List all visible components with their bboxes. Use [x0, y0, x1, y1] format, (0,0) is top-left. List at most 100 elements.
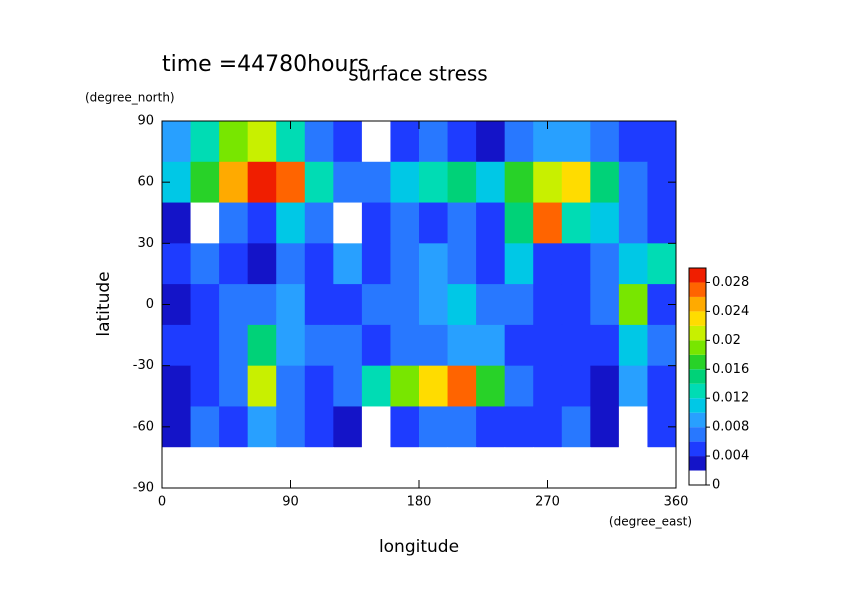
cell	[276, 161, 306, 204]
colorbar-segment	[689, 383, 706, 399]
cell	[447, 447, 477, 489]
cell	[162, 447, 192, 489]
cell	[304, 243, 334, 285]
y-unit: (degree_north)	[85, 91, 175, 105]
cell	[190, 202, 220, 244]
cell	[190, 284, 220, 326]
x-tick-label: 0	[158, 495, 166, 510]
cell	[333, 161, 363, 204]
colorbar-segment	[689, 296, 706, 312]
colorbar-segment	[689, 470, 706, 485]
cell	[190, 406, 220, 448]
colorbar-tick-label: 0.016	[712, 362, 749, 377]
cell	[219, 324, 249, 367]
cell	[190, 365, 220, 407]
cell	[247, 447, 277, 489]
cell	[561, 161, 591, 204]
cell	[361, 284, 391, 326]
cell	[361, 406, 391, 448]
y-tick-label: 60	[137, 175, 154, 190]
cell	[647, 365, 677, 407]
colorbar-segment	[689, 369, 706, 384]
colorbar-segment	[689, 311, 706, 326]
cell	[419, 324, 449, 367]
x-tick-label: 360	[664, 495, 689, 510]
cell	[561, 121, 591, 163]
cell	[504, 447, 534, 489]
x-unit: (degree_east)	[609, 515, 692, 529]
cell	[276, 324, 306, 367]
heatmap	[162, 121, 677, 489]
cell	[504, 121, 534, 163]
cell	[590, 406, 620, 448]
cell	[333, 365, 363, 407]
cell	[618, 324, 648, 367]
cell	[304, 406, 334, 448]
x-tick-label: 180	[407, 495, 432, 510]
cell	[476, 121, 506, 163]
cell	[390, 161, 420, 204]
colorbar-segment	[689, 268, 706, 283]
y-tick-label: 90	[137, 114, 154, 129]
cell	[561, 406, 591, 448]
colorbar-tick-label: 0.004	[712, 449, 749, 464]
colorbar-segment	[689, 398, 706, 413]
cell	[590, 447, 620, 489]
cell	[476, 161, 506, 204]
cell	[276, 243, 306, 285]
cell	[390, 324, 420, 367]
cell	[447, 202, 477, 244]
cell	[476, 284, 506, 326]
cell	[247, 121, 277, 163]
cell	[219, 121, 249, 163]
cell	[333, 243, 363, 285]
cell	[419, 202, 449, 244]
cell	[390, 406, 420, 448]
cell	[447, 284, 477, 326]
cell	[390, 121, 420, 163]
colorbar-tick-label: 0.028	[712, 275, 749, 290]
cell	[590, 324, 620, 367]
cell	[419, 284, 449, 326]
cell	[304, 161, 334, 204]
cell	[276, 406, 306, 448]
colorbar-segment	[689, 441, 706, 457]
cell	[304, 202, 334, 244]
cell	[590, 121, 620, 163]
cell	[361, 161, 391, 204]
cell	[390, 284, 420, 326]
cell	[618, 202, 648, 244]
cell	[333, 406, 363, 448]
cell	[590, 365, 620, 407]
cell	[333, 202, 363, 244]
cell	[590, 202, 620, 244]
cell	[361, 324, 391, 367]
cell	[476, 202, 506, 244]
cell	[618, 447, 648, 489]
cell	[447, 324, 477, 367]
colorbar-segment	[689, 456, 706, 471]
cell	[219, 284, 249, 326]
cell	[504, 324, 534, 367]
cell	[190, 324, 220, 367]
cell	[533, 202, 563, 244]
cell	[304, 121, 334, 163]
cell	[162, 121, 192, 163]
cell	[504, 284, 534, 326]
cell	[533, 365, 563, 407]
cell	[533, 243, 563, 285]
cell	[219, 365, 249, 407]
cell	[304, 447, 334, 489]
colorbar-segment	[689, 325, 706, 341]
cell	[219, 202, 249, 244]
y-tick-label: -90	[133, 481, 154, 496]
cell	[504, 243, 534, 285]
cell	[190, 447, 220, 489]
cell	[419, 406, 449, 448]
cell	[504, 202, 534, 244]
cell	[618, 161, 648, 204]
cell	[247, 202, 277, 244]
cell	[419, 161, 449, 204]
cell	[590, 284, 620, 326]
